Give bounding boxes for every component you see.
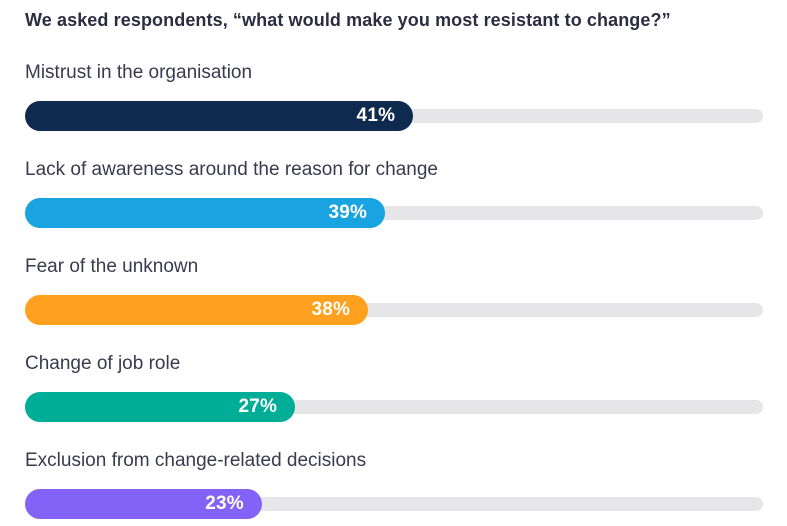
bar-value: 41% — [356, 105, 396, 126]
bar-fill: 41% — [25, 101, 414, 131]
bar-fill: 27% — [25, 392, 296, 422]
bar-label: Exclusion from change-related decisions — [25, 450, 367, 471]
bar-group: Mistrust in the organisation 41% — [25, 61, 763, 131]
bar-fill: 39% — [25, 198, 386, 228]
bar-group: Fear of the unknown 38% — [25, 255, 763, 325]
bar-row: 38% — [25, 295, 763, 325]
bar-label: Fear of the unknown — [25, 256, 199, 277]
bar-value: 27% — [238, 396, 278, 417]
bar-group: Lack of awareness around the reason for … — [25, 158, 763, 228]
chart-title: We asked respondents, “what would make y… — [25, 10, 671, 30]
bar-label: Lack of awareness around the reason for … — [25, 159, 438, 180]
bar-label: Change of job role — [25, 353, 181, 374]
bar-row: 41% — [25, 101, 763, 131]
bar-group: Change of job role 27% — [25, 352, 763, 422]
bar-fill: 23% — [25, 489, 262, 519]
bar-list: Mistrust in the organisation 41% Lack of… — [25, 61, 763, 519]
bar-row: 23% — [25, 489, 763, 519]
bar-value: 39% — [328, 202, 368, 223]
bar-value: 23% — [205, 493, 244, 514]
bar-row: 27% — [25, 392, 763, 422]
bar-row: 39% — [25, 198, 763, 228]
bar-value: 38% — [311, 299, 351, 320]
bar-fill: 38% — [25, 295, 369, 325]
bar-group: Exclusion from change-related decisions … — [25, 449, 763, 519]
bar-label: Mistrust in the organisation — [25, 62, 253, 83]
